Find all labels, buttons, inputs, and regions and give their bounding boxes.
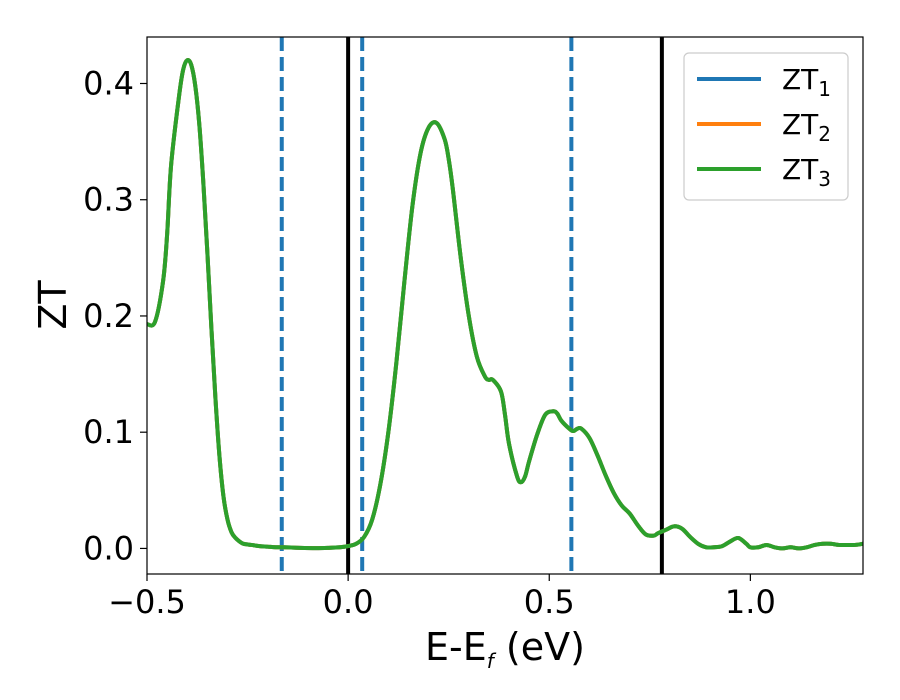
x-tick-label: 0.5 [524, 583, 575, 621]
y-tick-label: 0.2 [83, 297, 134, 335]
legend-label: ZT3 [782, 153, 831, 191]
y-tick-label: 0.3 [83, 181, 134, 219]
legend-label: ZT2 [782, 108, 831, 146]
y-tick-label: 0.1 [83, 413, 134, 451]
legend-box [683, 52, 849, 201]
axes-frame [146, 36, 864, 575]
plot-content [147, 37, 863, 574]
plot-area [147, 37, 863, 574]
x-axis-title: E-Ef (eV) [425, 625, 585, 673]
legend-label: ZT1 [782, 63, 831, 101]
y-tick-label: 0.4 [83, 64, 134, 102]
series-line-zt3 [147, 58, 863, 551]
axes: −0.5 0.0 0.5 1.0 0.0 0.1 0.2 0.3 0.4 [83, 36, 864, 621]
x-tick-label: −0.5 [108, 583, 186, 621]
y-tick-label: 0.0 [83, 529, 134, 567]
x-tick-label: 1.0 [725, 583, 776, 621]
y-axis-title: ZT [31, 280, 75, 330]
x-tick-label: 0.0 [323, 583, 374, 621]
legend: ZT1 ZT2 ZT3 [683, 52, 849, 201]
